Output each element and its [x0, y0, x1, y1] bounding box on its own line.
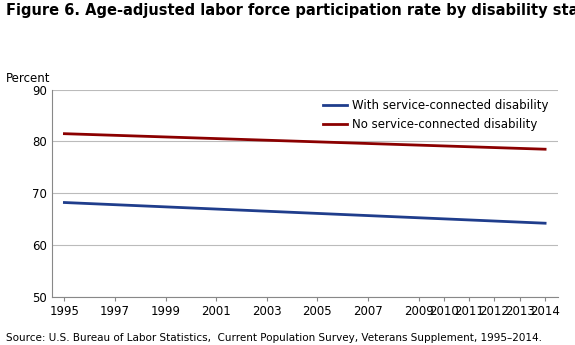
Text: Source: U.S. Bureau of Labor Statistics,  Current Population Survey, Veterans Su: Source: U.S. Bureau of Labor Statistics,… [6, 333, 542, 343]
Text: Percent: Percent [6, 72, 50, 86]
Legend: With service-connected disability, No service-connected disability: With service-connected disability, No se… [320, 96, 552, 135]
Text: Figure 6. Age-adjusted labor force participation rate by disability status: Figure 6. Age-adjusted labor force parti… [6, 3, 575, 18]
